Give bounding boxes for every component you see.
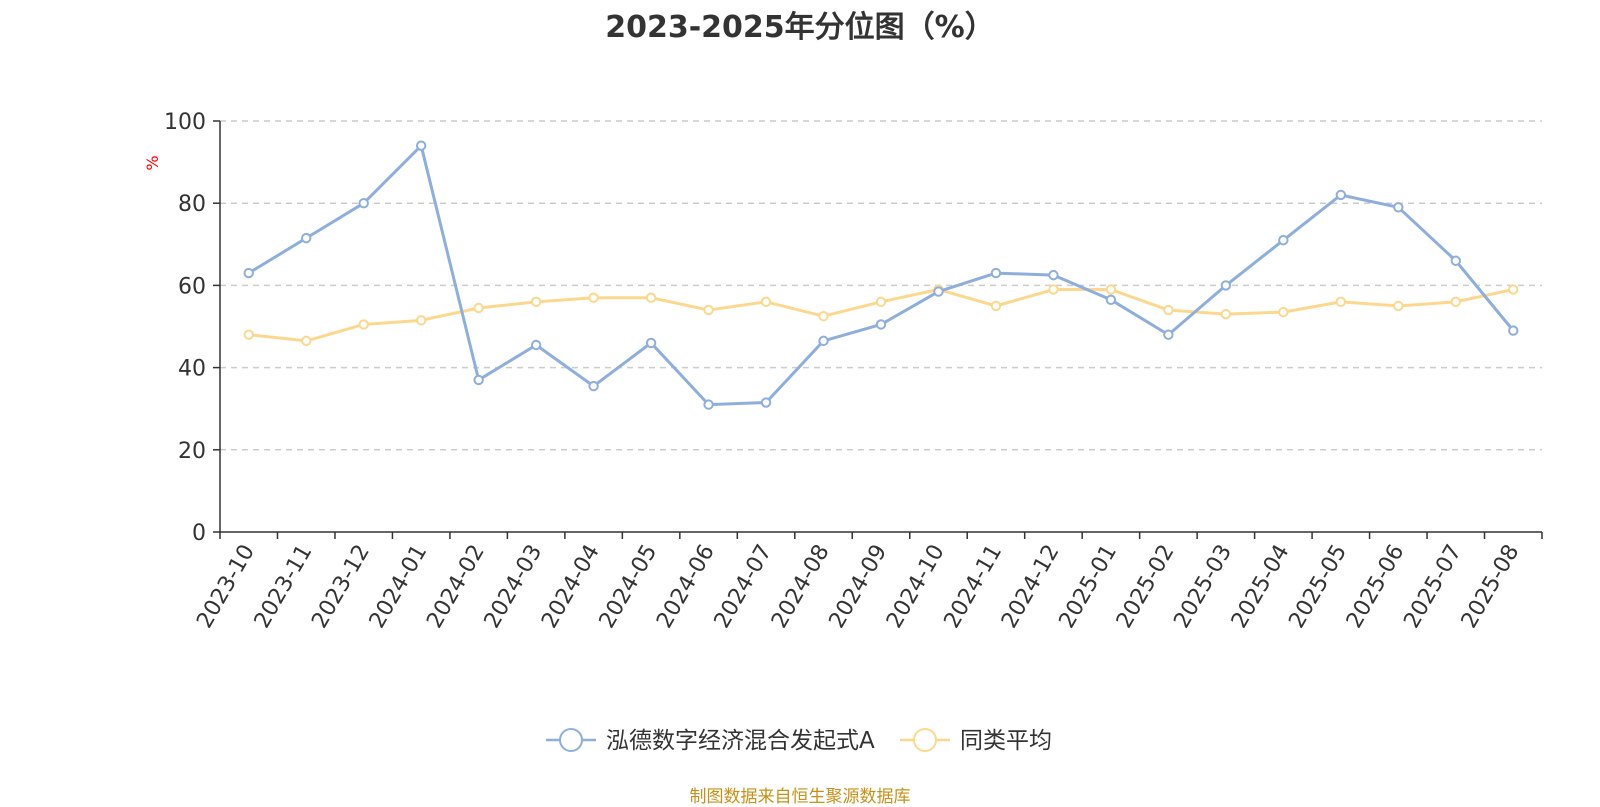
data-point[interactable] — [1048, 284, 1059, 295]
data-point[interactable] — [818, 335, 829, 347]
series-1 — [243, 140, 1519, 410]
data-point[interactable] — [473, 374, 484, 386]
data-point[interactable] — [1278, 306, 1289, 318]
legend-item-1[interactable]: 泓德数字经济混合发起式A — [546, 728, 875, 754]
data-point[interactable] — [760, 397, 772, 408]
data-point[interactable] — [1393, 300, 1404, 312]
data-point[interactable] — [358, 198, 369, 209]
data-point[interactable] — [1220, 280, 1232, 291]
gridlines — [220, 120, 1542, 451]
legend-item-2[interactable]: 同类平均 — [900, 728, 1052, 754]
data-point[interactable] — [415, 315, 427, 326]
data-point[interactable] — [990, 300, 1002, 312]
legend[interactable]: 泓德数字经济混合发起式A 同类平均 — [546, 728, 1052, 754]
data-point[interactable] — [1220, 308, 1232, 320]
legend-label: 同类平均 — [960, 728, 1052, 754]
y-tick-label: 0 — [192, 521, 206, 546]
axes — [219, 121, 1542, 533]
y-tick-label: 80 — [178, 192, 206, 217]
data-point[interactable] — [875, 296, 887, 308]
data-point[interactable] — [1163, 329, 1174, 340]
y-tick-label: 40 — [178, 357, 206, 382]
y-tick-label: 60 — [178, 274, 206, 299]
data-point[interactable] — [760, 296, 772, 308]
legend-marker — [913, 728, 937, 752]
data-point[interactable] — [530, 296, 542, 308]
data-point[interactable] — [588, 292, 599, 303]
series-line — [247, 144, 1515, 407]
data-point[interactable] — [473, 302, 484, 314]
data-point[interactable] — [1335, 296, 1347, 308]
data-source-note: 制图数据来自恒生聚源数据库 — [689, 787, 911, 807]
data-point[interactable] — [1450, 296, 1461, 308]
data-point[interactable] — [1508, 325, 1519, 336]
data-point[interactable] — [990, 267, 1002, 279]
data-point[interactable] — [1105, 284, 1117, 295]
data-point[interactable] — [243, 329, 254, 340]
data-point[interactable] — [243, 267, 254, 279]
data-point[interactable] — [933, 286, 944, 297]
data-point[interactable] — [1048, 269, 1059, 281]
y-axis-unit-label: % — [143, 155, 162, 170]
legend-label: 泓德数字经济混合发起式A — [606, 728, 875, 754]
data-point[interactable] — [301, 335, 312, 347]
y-tick-label: 20 — [178, 439, 206, 464]
data-point[interactable] — [1278, 234, 1289, 246]
data-point[interactable] — [415, 140, 427, 151]
data-point[interactable] — [1335, 189, 1347, 201]
data-point[interactable] — [358, 319, 369, 330]
data-point[interactable] — [1393, 202, 1404, 213]
y-axis-ticks: 0 20 40 60 80 100 — [164, 110, 220, 546]
data-point[interactable] — [1508, 284, 1519, 295]
legend-marker — [559, 728, 583, 752]
data-point[interactable] — [703, 304, 714, 316]
x-tick-label: 2025-08 — [1457, 541, 1525, 633]
chart-title: 2023-2025年分位图（%） — [605, 10, 995, 45]
data-point[interactable] — [1105, 294, 1117, 305]
data-point[interactable] — [1163, 304, 1174, 316]
data-point[interactable] — [1450, 255, 1461, 266]
series-group — [243, 140, 1519, 410]
data-point[interactable] — [875, 319, 887, 330]
data-point[interactable] — [588, 380, 599, 392]
x-axis-ticks: 2023-102023-112023-122024-012024-022024-… — [192, 532, 1543, 633]
data-point[interactable] — [645, 292, 657, 303]
data-point[interactable] — [530, 339, 542, 351]
data-point[interactable] — [703, 399, 714, 410]
data-point[interactable] — [818, 311, 829, 322]
data-point[interactable] — [301, 232, 312, 244]
data-point[interactable] — [645, 337, 657, 349]
series-2 — [243, 284, 1519, 347]
y-tick-label: 100 — [164, 110, 206, 135]
